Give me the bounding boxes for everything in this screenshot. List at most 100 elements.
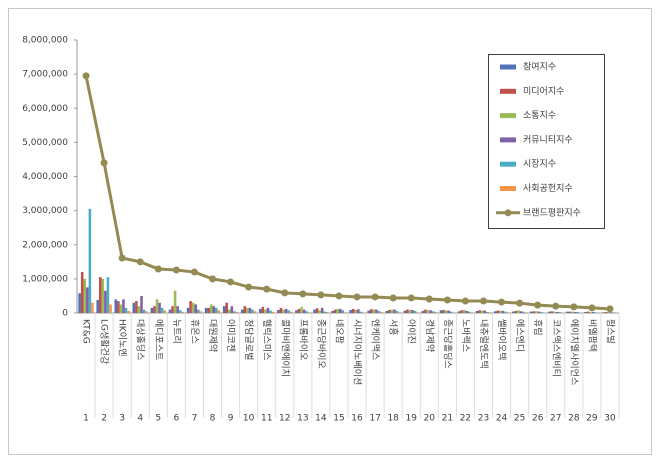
bar (609, 312, 613, 313)
x-tick-label: 서흥 (388, 319, 400, 336)
bar (323, 311, 327, 313)
rank-label: 27 (550, 414, 561, 424)
legend-label: 브랜드평판지수 (523, 207, 581, 218)
bar (240, 309, 244, 313)
x-tick-label: 메디포스트 (153, 319, 164, 360)
line-marker (299, 290, 307, 298)
legend-label: 소통지수 (523, 110, 556, 121)
legend-swatch (500, 186, 516, 191)
bar (429, 310, 432, 313)
bar (235, 311, 239, 313)
line-marker (552, 302, 560, 310)
rank-label: 5 (155, 414, 161, 424)
bar (398, 312, 401, 313)
bar (230, 306, 234, 313)
x-tick-label: 아미코젠 (225, 319, 236, 352)
bar (207, 307, 210, 313)
bar (155, 299, 159, 313)
bar (576, 311, 579, 313)
bar (555, 311, 559, 313)
x-tick-label: LG생활건강 (99, 319, 111, 364)
bar (313, 309, 316, 313)
bar (349, 309, 352, 313)
bar (106, 277, 110, 313)
bar (571, 311, 574, 313)
bar (209, 304, 213, 313)
bar (393, 309, 396, 313)
x-tick-label: KT&G (81, 319, 91, 344)
bar (176, 306, 179, 313)
x-tick-label: 휴온스 (189, 319, 200, 344)
x-tick-label: 아이진 (406, 319, 417, 344)
bar (416, 312, 419, 313)
bar (137, 306, 141, 313)
bar (483, 310, 487, 313)
bar (486, 311, 489, 313)
bar (194, 304, 197, 313)
rank-label: 6 (173, 414, 179, 424)
bar (566, 311, 569, 313)
bar (573, 311, 577, 313)
rank-label: 28 (568, 414, 580, 424)
bar (326, 311, 329, 313)
bar (279, 307, 283, 313)
bar (517, 310, 520, 313)
line-marker (425, 295, 433, 303)
bar (548, 311, 551, 313)
rank-label: 7 (192, 414, 198, 424)
x-tick-label: 대상홀딩스 (135, 319, 147, 360)
x-tick-label: 네오팜 (333, 319, 344, 344)
bar (145, 311, 148, 313)
bar (78, 293, 81, 313)
bar (514, 310, 518, 313)
bar (568, 311, 572, 313)
bar (519, 311, 523, 313)
legend-label: 시장지수 (523, 159, 556, 170)
rank-label: 20 (424, 414, 436, 424)
bar (499, 310, 502, 313)
bar (196, 309, 200, 313)
bar (289, 311, 293, 313)
bar (320, 307, 324, 313)
rank-label: 18 (387, 414, 399, 424)
bar (336, 308, 339, 313)
line-marker (172, 266, 180, 274)
rank-label: 3 (119, 414, 125, 424)
legend-swatch-marker (504, 209, 512, 217)
line-marker (570, 303, 578, 311)
bar (357, 309, 360, 313)
rank-label: 14 (315, 414, 327, 424)
bar (171, 306, 174, 313)
bar (496, 310, 500, 313)
legend-swatch (500, 161, 516, 167)
bar (109, 304, 112, 313)
bar (403, 310, 407, 313)
bar (465, 310, 468, 313)
x-tick-label: 대원제약 (207, 319, 219, 352)
bar (80, 272, 84, 313)
bar (300, 306, 303, 313)
line-marker (516, 299, 524, 307)
bar (150, 307, 154, 313)
line-marker (209, 275, 216, 283)
bar (217, 310, 221, 313)
legend-swatch (500, 88, 516, 94)
x-tick-label: 팜스빌 (604, 319, 615, 344)
bar (344, 312, 347, 313)
bar (442, 309, 445, 313)
bar (584, 311, 587, 313)
bar (297, 308, 301, 313)
bar (553, 311, 556, 313)
bar (439, 310, 443, 313)
line-marker (461, 297, 469, 305)
bar (96, 300, 99, 313)
bar (153, 306, 156, 313)
x-tick-label: 노바렉스 (460, 319, 471, 352)
bar (460, 310, 463, 313)
bar (424, 309, 427, 313)
y-tick-label: 6,000,000 (22, 104, 68, 114)
bar (101, 278, 105, 313)
x-tick-label: 코스맥스엔비티 (550, 319, 561, 377)
bar (413, 310, 417, 313)
